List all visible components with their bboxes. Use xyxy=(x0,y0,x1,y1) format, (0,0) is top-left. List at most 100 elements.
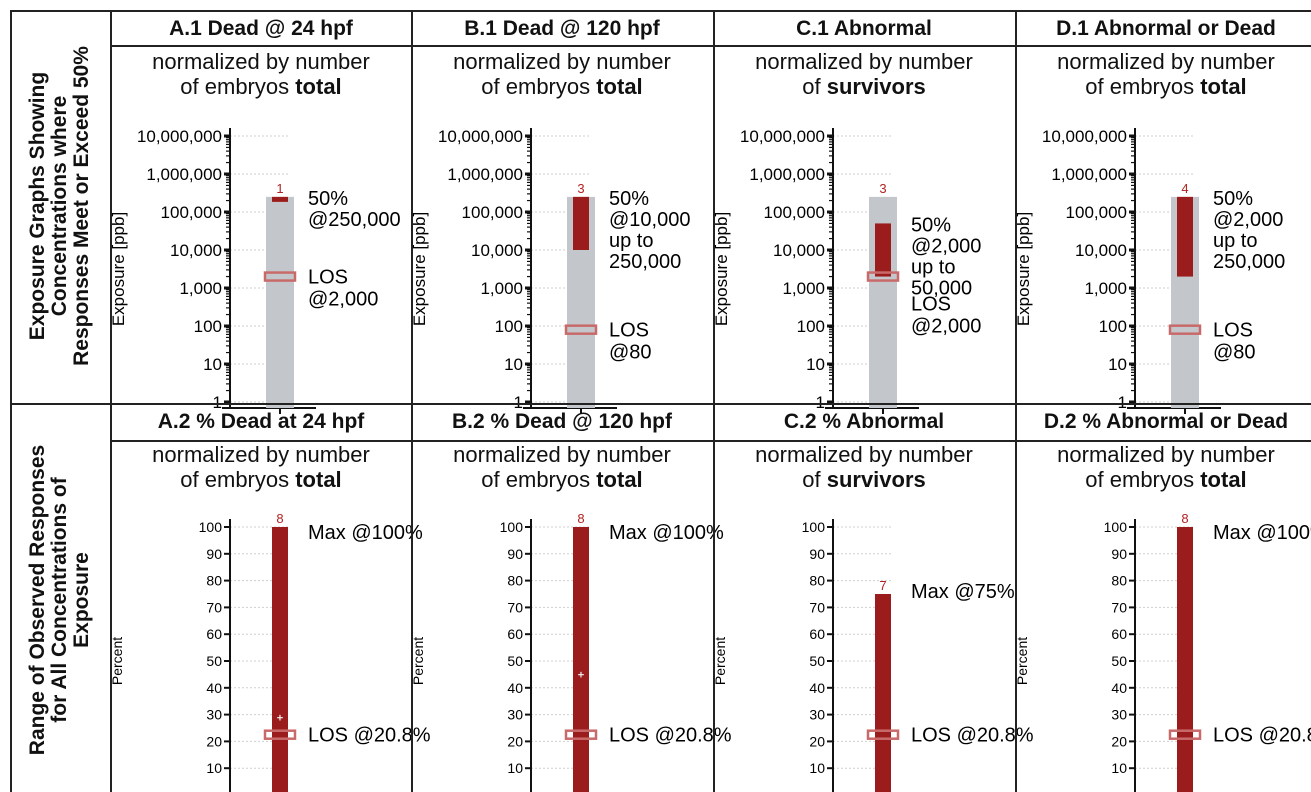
y-tick-label: 1,000 xyxy=(480,279,523,298)
y-tick-label: 100,000 xyxy=(462,203,523,222)
panel-subtitle: normalized by number of embryos total xyxy=(413,442,711,492)
col-divider-4 xyxy=(1015,10,1017,792)
y-tick-label: 10 xyxy=(806,355,825,374)
annotation-top: Max @75% xyxy=(911,581,1015,603)
panel-title: C.2 % Abnormal xyxy=(783,410,945,433)
y-tick-label: 1 xyxy=(514,393,523,412)
y-tick-label: 100,000 xyxy=(161,203,222,222)
panel-subtitle-bold: survivors xyxy=(826,467,926,492)
col-divider-2 xyxy=(411,10,413,792)
y-tick-label: 80 xyxy=(809,573,825,589)
border-left xyxy=(10,10,12,792)
count-label: 4 xyxy=(1181,181,1188,196)
panel-subtitle-line: of embryos total xyxy=(180,74,342,99)
y-tick-label: 100 xyxy=(797,317,825,336)
y-tick-label: 10 xyxy=(504,355,523,374)
y-tick-label: 10 xyxy=(809,760,825,776)
y-tick-label: 10,000,000 xyxy=(740,127,825,146)
annotation-los: @80 xyxy=(609,342,652,364)
y-tick-label: 10 xyxy=(203,355,222,374)
y-tick-label: 100 xyxy=(199,519,223,535)
y-tick-label: 10,000 xyxy=(773,241,825,260)
panel-title: C.1 Abnormal xyxy=(796,17,932,40)
y-tick-label: 10,000,000 xyxy=(1042,127,1127,146)
y-tick-label: 100 xyxy=(802,519,826,535)
panel-subtitle-line: of survivors xyxy=(802,467,926,492)
annotation-top: up to xyxy=(1213,230,1257,252)
panel-subtitle-line: of embryos total xyxy=(180,467,342,492)
count-label: 3 xyxy=(879,181,886,196)
panel-subtitle-line: normalized by number xyxy=(1057,49,1275,74)
response-bar xyxy=(573,527,589,792)
y-tick-label: 10 xyxy=(1111,760,1127,776)
annotation-los: LOS xyxy=(911,294,951,316)
fifty-percent-bar xyxy=(1177,196,1193,277)
y-axis-label: Percent xyxy=(1014,637,1030,685)
y-axis-label: Percent xyxy=(712,637,728,685)
row-label-range: Range of Observed Responses for All Conce… xyxy=(10,408,110,792)
border-top xyxy=(10,10,1311,12)
annotation-top: up to xyxy=(609,230,653,252)
panel-subtitle-bold: total xyxy=(1200,467,1247,492)
y-tick-label: 100 xyxy=(495,317,523,336)
y-tick-label: 1 xyxy=(1118,393,1127,412)
count-label: 8 xyxy=(276,511,283,526)
y-tick-label: 100 xyxy=(194,317,222,336)
panel-subtitle-line: of survivors xyxy=(802,74,926,99)
panel-subtitle-line: normalized by number xyxy=(152,49,370,74)
los-marker xyxy=(866,271,900,282)
fifty-percent-bar xyxy=(573,196,589,250)
annotation-los: LOS @20.8% xyxy=(1213,725,1311,747)
fifty-percent-bar xyxy=(272,196,288,202)
panel-title: A.2 % Dead at 24 hpf xyxy=(157,410,365,433)
y-tick-label: 30 xyxy=(507,707,523,723)
panel-subtitle-line: normalized by number xyxy=(755,442,973,467)
chart-svg: Exposure [ppb] 10,000,000 1,000,000 100,000… xyxy=(712,127,981,414)
panel-a-2: A.2 % Dead at 24 hpf normalized by number… xyxy=(109,405,431,792)
count-label: 7 xyxy=(879,578,886,593)
row-label-exposure-text: Exposure Graphs Showing Concentrations wh… xyxy=(26,46,93,366)
annotation-top: @2,000 xyxy=(1213,209,1283,231)
panel-subtitle: normalized by number of embryos total xyxy=(1017,49,1311,99)
annotation-top: 50% xyxy=(308,188,348,210)
y-axis-label: Percent xyxy=(410,637,426,685)
row-divider xyxy=(10,403,1311,405)
chart-svg: Exposure [ppb] 10,000,000 1,000,000 100,000… xyxy=(410,127,690,414)
chart-svg: Percent 100 90 80 70 60 50 40 30 20 10 8 Max @100% LO… xyxy=(1014,511,1311,792)
annotation-top: 50,000 xyxy=(911,277,972,299)
y-tick-label: 10,000,000 xyxy=(438,127,523,146)
chart-svg: Exposure [ppb] 10,000,000 1,000,000 100,000… xyxy=(109,127,401,414)
chart-svg: Percent 100 90 80 70 60 50 40 30 20 10 +8 Max @100% L… xyxy=(109,511,431,792)
panel-title: B.2 % Dead @ 120 hpf xyxy=(451,410,673,433)
response-bar xyxy=(875,594,891,792)
y-tick-label: 20 xyxy=(809,733,825,749)
panel-d-1: D.1 Abnormal or Dead normalized by number… xyxy=(1014,12,1311,414)
panel-subtitle-bold: total xyxy=(295,74,342,99)
y-tick-label: 70 xyxy=(809,599,825,615)
row-label-range-text: Range of Observed Responses for All Conce… xyxy=(26,444,93,756)
count-label: 3 xyxy=(577,181,584,196)
los-marker xyxy=(1168,324,1202,335)
annotation-los: LOS xyxy=(308,267,348,289)
mean-marker: + xyxy=(578,669,584,681)
y-tick-label: 50 xyxy=(206,653,222,669)
y-tick-label: 30 xyxy=(206,707,222,723)
y-tick-label: 80 xyxy=(206,573,222,589)
annotation-top: Max @100% xyxy=(308,522,423,544)
y-tick-label: 20 xyxy=(507,733,523,749)
y-tick-label: 100 xyxy=(1104,519,1128,535)
annotation-top: Max @100% xyxy=(1213,522,1311,544)
annotation-top: 250,000 xyxy=(609,251,681,273)
y-tick-label: 90 xyxy=(206,546,222,562)
col-divider-3 xyxy=(713,10,715,792)
panel-a-1: A.1 Dead @ 24 hpf normalized by number of … xyxy=(109,12,410,414)
panel-subtitle-bold: total xyxy=(1200,74,1247,99)
annotation-top: @2,000 xyxy=(911,235,981,257)
panel-subtitle: normalized by number of embryos total xyxy=(1017,442,1311,492)
panel-subtitle: normalized by number of survivors xyxy=(715,442,1013,492)
panel-c-2: C.2 % Abnormal normalized by number of sur… xyxy=(712,405,1034,792)
range-bar xyxy=(266,196,294,408)
y-tick-label: 70 xyxy=(1111,599,1127,615)
y-tick-label: 10,000 xyxy=(1075,241,1127,260)
